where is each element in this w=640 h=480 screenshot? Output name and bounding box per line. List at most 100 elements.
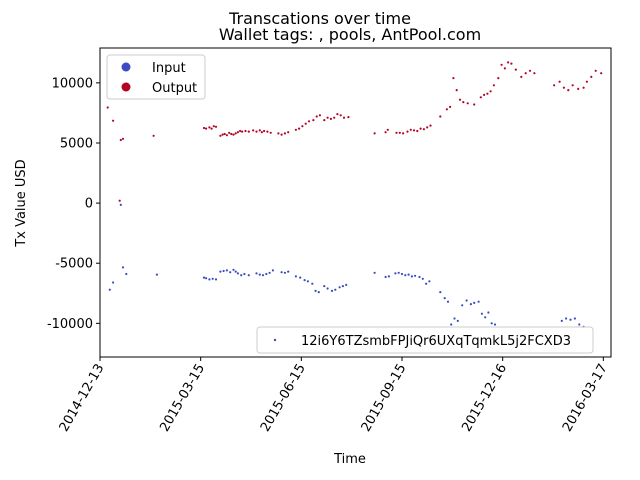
input-point-30 xyxy=(294,275,297,278)
output-point-87 xyxy=(524,72,527,75)
output-point-3 xyxy=(119,138,122,142)
input-point-12 xyxy=(222,269,225,273)
input-point-57 xyxy=(428,280,431,283)
output-point-74 xyxy=(473,103,476,106)
output-point-36 xyxy=(294,128,297,131)
input-point-15 xyxy=(232,268,235,271)
input-point-54 xyxy=(418,275,421,279)
output-point-57 xyxy=(402,132,405,135)
output-point-32 xyxy=(277,132,280,135)
output-point-28 xyxy=(260,131,263,134)
input-point-61 xyxy=(450,323,453,326)
input-point-24 xyxy=(265,272,268,276)
output-point-71 xyxy=(458,98,462,101)
output-point-43 xyxy=(318,114,321,117)
output-point-27 xyxy=(258,129,261,132)
output-point-90 xyxy=(553,84,556,87)
output-point-15 xyxy=(225,134,228,137)
output-point-49 xyxy=(339,114,342,117)
input-point-47 xyxy=(394,272,397,275)
input-point-59 xyxy=(443,297,446,300)
output-point-31 xyxy=(269,131,272,134)
y-axis-label: Tx Value USD xyxy=(14,159,29,247)
output-point-99 xyxy=(594,69,597,72)
input-point-68 xyxy=(477,300,480,303)
output-point-89 xyxy=(533,72,536,75)
input-point-60 xyxy=(446,300,450,303)
output-point-94 xyxy=(571,84,574,87)
output-point-22 xyxy=(241,130,244,133)
output-point-45 xyxy=(326,116,329,119)
x-tick-label-0: 2014-12-13 xyxy=(57,362,108,435)
output-point-83 xyxy=(507,61,510,64)
output-point-72 xyxy=(462,101,465,104)
output-point-21 xyxy=(239,129,242,133)
output-point-66 xyxy=(439,115,442,118)
input-point-26 xyxy=(271,269,274,272)
output-point-77 xyxy=(486,92,489,95)
y-tick-label-0: -10000 xyxy=(47,317,93,332)
input-point-17 xyxy=(236,272,239,275)
output-point-30 xyxy=(266,130,269,133)
output-point-65 xyxy=(429,124,432,127)
input-point-66 xyxy=(469,303,472,306)
input-point-62 xyxy=(453,317,456,320)
output-point-69 xyxy=(452,77,455,80)
input-point-39 xyxy=(330,289,334,292)
x-axis: 2014-12-13 2015-03-15 2015-06-15 2015-09-15… xyxy=(57,357,611,434)
input-point-1 xyxy=(112,281,115,284)
legend-wallet-label: 12i6Y6TZsmbFPJiQr6UXqTqmkL5j2FCXD3 xyxy=(301,334,571,349)
output-point-23 xyxy=(244,129,247,133)
y-tick-label-4: 10000 xyxy=(52,76,93,91)
output-point-1 xyxy=(112,119,115,122)
output-point-63 xyxy=(422,128,425,131)
input-point-25 xyxy=(268,271,271,274)
output-point-6 xyxy=(202,126,206,130)
output-point-44 xyxy=(323,119,326,122)
output-point-47 xyxy=(333,116,336,119)
output-point-39 xyxy=(304,122,307,125)
input-point-2 xyxy=(119,203,122,206)
output-point-2 xyxy=(118,199,121,202)
output-point-79 xyxy=(492,84,495,87)
output-point-33 xyxy=(280,133,283,136)
input-point-18 xyxy=(240,274,243,277)
output-point-75 xyxy=(479,96,482,99)
output-point-8 xyxy=(208,126,211,129)
output-point-14 xyxy=(223,132,226,136)
input-point-11 xyxy=(219,270,222,273)
input-point-49 xyxy=(400,272,404,276)
y-tick-label-2: 0 xyxy=(85,197,93,212)
x-tick-label-1: 2015-03-15 xyxy=(157,362,208,435)
output-point-35 xyxy=(287,131,290,134)
input-point-29 xyxy=(287,270,290,273)
input-point-40 xyxy=(334,288,337,291)
input-point-38 xyxy=(326,287,329,290)
input-point-55 xyxy=(421,277,424,280)
output-point-61 xyxy=(416,129,419,133)
output-point-100 xyxy=(600,72,603,75)
input-point-13 xyxy=(225,269,228,272)
output-point-11 xyxy=(214,125,218,128)
chart-subtitle: Wallet tags: , pools, AntPool.com xyxy=(219,25,481,44)
output-point-62 xyxy=(419,127,422,130)
output-point-84 xyxy=(510,62,513,65)
input-point-9 xyxy=(211,277,214,280)
output-point-0 xyxy=(106,106,109,109)
input-point-72 xyxy=(490,322,493,325)
output-point-80 xyxy=(497,77,500,80)
input-point-19 xyxy=(243,272,246,276)
output-point-29 xyxy=(263,129,266,133)
legend-wallet: 12i6Y6TZsmbFPJiQr6UXqTqmkL5j2FCXD3 xyxy=(256,326,594,354)
output-point-48 xyxy=(336,113,339,116)
output-point-20 xyxy=(236,131,239,134)
input-point-35 xyxy=(314,289,317,292)
input-point-63 xyxy=(456,319,459,322)
output-point-91 xyxy=(558,80,561,83)
output-point-9 xyxy=(210,127,213,130)
output-point-93 xyxy=(567,89,570,92)
input-point-53 xyxy=(414,274,417,277)
input-point-73 xyxy=(493,323,497,326)
input-point-44 xyxy=(373,271,376,274)
output-point-82 xyxy=(503,67,506,70)
